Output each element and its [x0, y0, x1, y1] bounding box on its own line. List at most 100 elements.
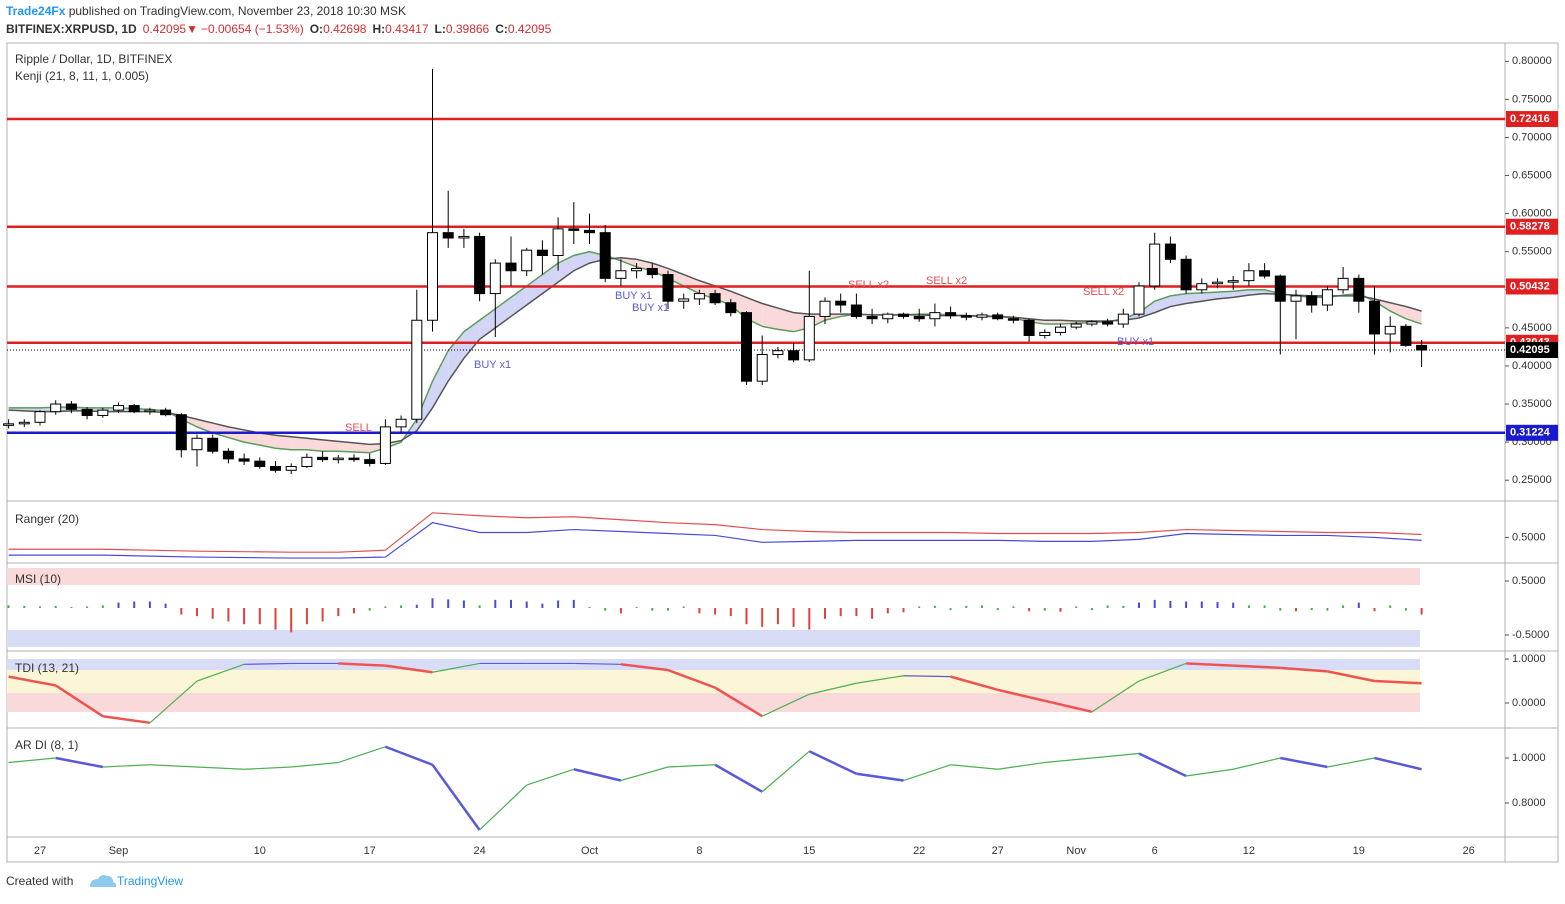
y-tick-label: 0.5000 [1512, 531, 1546, 543]
level-tag [1506, 218, 1558, 235]
publisher: Trade24Fx [6, 4, 66, 18]
indicator-segment [196, 766, 245, 770]
body [505, 262, 517, 272]
body [1086, 321, 1098, 325]
body [1274, 275, 1286, 302]
indicator-segment [997, 761, 1045, 770]
body [1227, 280, 1239, 283]
body [1369, 300, 1380, 335]
last-price-label: 0.42095 [1510, 344, 1550, 356]
indicator-segment [620, 663, 669, 672]
body [191, 437, 203, 451]
indicator-segment [1374, 679, 1422, 685]
cloud [777, 308, 794, 332]
y-tick-label: 0.8000 [1512, 797, 1546, 809]
body [207, 437, 219, 452]
body [709, 293, 721, 304]
body [1243, 270, 1255, 282]
body [803, 315, 815, 361]
body [1306, 295, 1318, 306]
level-tag [1506, 111, 1558, 128]
body [1196, 283, 1208, 291]
cloud [432, 350, 449, 408]
indicator-segment [620, 766, 669, 782]
body [552, 228, 564, 257]
body [348, 457, 360, 461]
tdi-mid-band [7, 670, 1420, 693]
x-tick-label: 6 [1152, 845, 1158, 857]
signal-label: BUY x1 [632, 302, 669, 314]
indicator-segment [1280, 756, 1328, 769]
indicator-segment [1186, 662, 1234, 667]
cloud [338, 441, 354, 453]
indicator-segment [1186, 768, 1234, 777]
body [835, 300, 847, 306]
indicator-segment [8, 757, 56, 764]
indicator-segment [1327, 670, 1375, 683]
body [1102, 321, 1114, 325]
cloud [668, 268, 684, 286]
body [741, 312, 752, 382]
y-tick-label: 0.5000 [1512, 575, 1546, 587]
msi-title: MSI (10) [15, 572, 61, 586]
body [725, 302, 737, 314]
y-tick-label: 0.60000 [1512, 208, 1552, 220]
body [1117, 313, 1129, 325]
h-value: 0.43417 [385, 22, 429, 36]
level-label: 0.50432 [1510, 280, 1550, 292]
body [866, 315, 878, 320]
c-value: 0.42095 [508, 22, 552, 36]
y-tick-label: 0.75000 [1512, 93, 1552, 105]
indicator-segment [1044, 757, 1092, 764]
x-tick-label: Oct [581, 845, 598, 857]
cloud [291, 436, 307, 450]
indicator-segment [667, 668, 716, 689]
c-label: C: [495, 22, 508, 36]
indicator-segment [573, 662, 621, 665]
body [113, 405, 124, 411]
footer-brand[interactable]: TradingView [117, 874, 183, 888]
indicator-segment [55, 756, 104, 769]
body [270, 465, 281, 471]
cloud [636, 259, 653, 271]
body [160, 409, 172, 416]
o-value: 0.42698 [323, 22, 367, 36]
cloud [448, 331, 464, 382]
body [568, 228, 580, 231]
body [97, 409, 109, 416]
indicator-segment [1138, 662, 1187, 682]
body [18, 421, 30, 425]
body [1321, 289, 1333, 306]
cloud [479, 308, 496, 340]
level-tag [1506, 278, 1558, 295]
main-title: Ripple / Dollar, 1D, BITFINEX [15, 52, 172, 66]
indicator-segment [1233, 664, 1281, 670]
body [1055, 326, 1066, 333]
tdi-upper-band [7, 659, 1420, 670]
msi-upper-band [7, 568, 1420, 585]
l-label: L: [435, 22, 446, 36]
y-tick-label: 0.40000 [1512, 360, 1552, 372]
body [945, 312, 957, 317]
x-tick-label: 17 [364, 845, 376, 857]
body [1149, 243, 1161, 287]
indicator-line [8, 512, 1422, 553]
level-label: 0.72416 [1510, 113, 1550, 125]
cloud [1186, 292, 1202, 304]
body [631, 267, 643, 272]
cloud [1044, 320, 1061, 325]
h-label: H: [372, 22, 385, 36]
cloud [259, 432, 276, 449]
last: 0.42095 [143, 22, 187, 36]
body [521, 249, 533, 272]
indicator-segment [1233, 757, 1281, 770]
body [536, 249, 548, 257]
body [599, 232, 611, 279]
indicator-segment [149, 764, 198, 768]
body [301, 456, 313, 467]
change: −0.00654 (−1.53%) [201, 22, 304, 36]
cloud [573, 251, 590, 271]
signal-label: SELL [345, 422, 372, 434]
logo [90, 875, 117, 887]
